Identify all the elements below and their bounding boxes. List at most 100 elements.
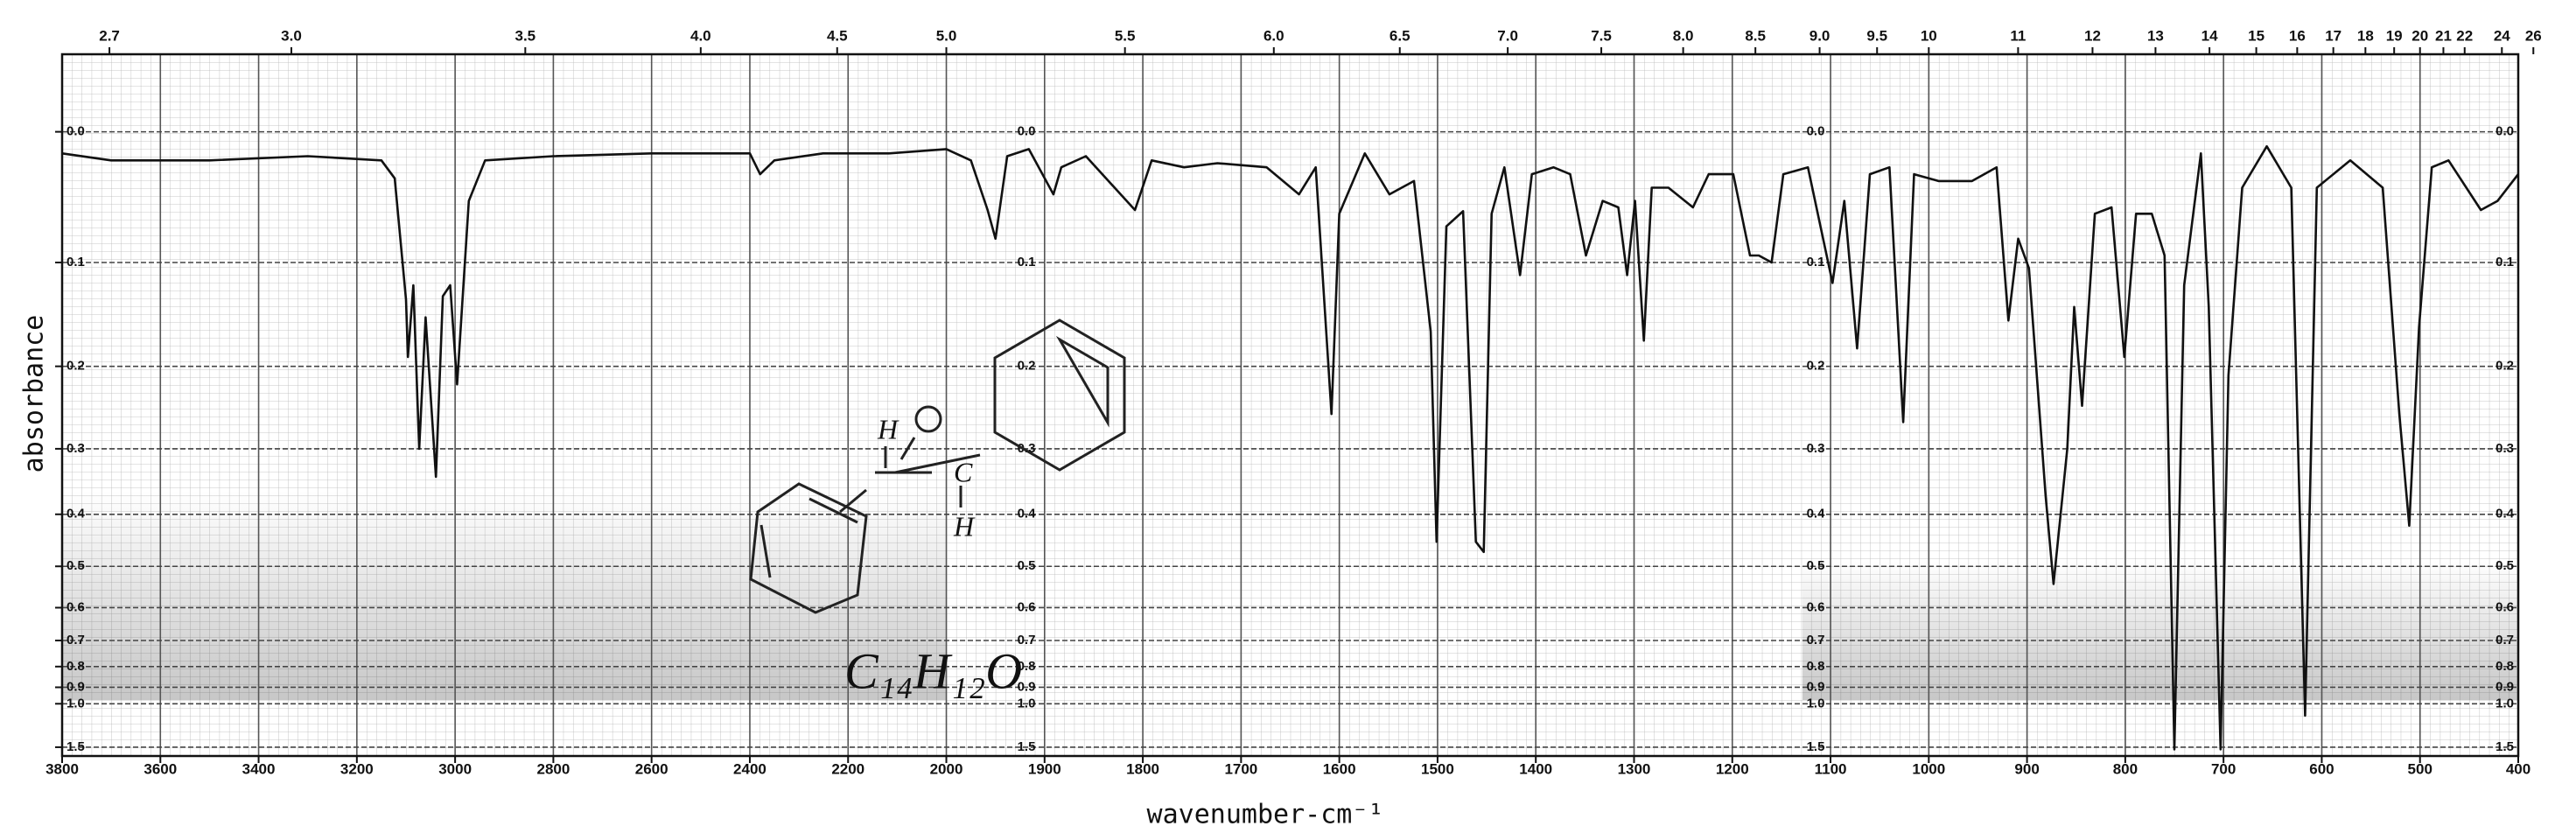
x-tick-label: 2000	[930, 760, 963, 777]
y-tick-label: 0.7	[2496, 633, 2514, 648]
y-tick-label: 0.8	[1807, 659, 1825, 674]
x-tick-label: 3200	[340, 760, 374, 777]
y-tick-label: 0.9	[1018, 679, 1036, 694]
y-tick-label: 0.4	[2496, 507, 2515, 522]
y-tick-label: 0.0	[1807, 124, 1825, 139]
y-tick-label: 0.9	[2496, 679, 2514, 694]
y-tick-label: 0.9	[1807, 679, 1825, 694]
y-tick-label: 0.0	[66, 124, 85, 139]
top-x-tick-label: 7.5	[1591, 27, 1612, 44]
y-tick-label: 0.0	[1018, 124, 1036, 139]
x-tick-label: 1700	[1224, 760, 1257, 777]
x-tick-label: 1900	[1028, 760, 1061, 777]
y-tick-label: 0.3	[1807, 441, 1825, 456]
y-tick-label: 0.5	[1018, 558, 1036, 573]
y-tick-label: 0.5	[66, 558, 85, 573]
x-tick-label: 2600	[635, 760, 668, 777]
x-tick-label: 2200	[831, 760, 864, 777]
top-x-tick-label: 18	[2357, 27, 2374, 44]
top-x-tick-label: 8.5	[1745, 27, 1766, 44]
y-tick-label: 0.7	[1807, 633, 1825, 648]
y-tick-label: 0.3	[2496, 441, 2514, 456]
y-tick-label: 0.6	[2496, 599, 2514, 614]
x-tick-label: 1300	[1618, 760, 1651, 777]
x-tick-label: 1100	[1815, 760, 1847, 777]
y-tick-label: 1.5	[1018, 739, 1036, 754]
structure-label: C	[954, 456, 973, 487]
y-tick-label: 0.9	[66, 679, 85, 694]
y-tick-label: 0.6	[1807, 599, 1825, 614]
top-x-tick-label: 16	[2289, 27, 2306, 44]
top-x-tick-label: 20	[2412, 27, 2428, 44]
top-x-tick-label: 9.5	[1866, 27, 1887, 44]
x-tick-label: 1500	[1421, 760, 1454, 777]
top-x-tick-label: 10	[1921, 27, 1937, 44]
top-x-tick-label: 14	[2202, 27, 2218, 44]
top-x-tick-label: 4.0	[690, 27, 711, 44]
top-x-tick-label: 8.0	[1673, 27, 1694, 44]
top-x-tick-label: 13	[2147, 27, 2164, 44]
y-tick-label: 0.8	[66, 659, 85, 674]
x-tick-label: 700	[2211, 760, 2236, 777]
y-tick-label: 0.4	[1018, 507, 1037, 522]
structure-label: H	[877, 413, 900, 444]
top-x-tick-label: 5.0	[936, 27, 957, 44]
x-tick-label: 2400	[733, 760, 766, 777]
x-tick-label: 1400	[1519, 760, 1552, 777]
x-axis-title: wavenumber-cm⁻¹	[1147, 800, 1384, 830]
y-tick-label: 0.8	[2496, 659, 2514, 674]
y-tick-label: 1.0	[1807, 696, 1825, 710]
plot-frame	[60, 52, 2520, 758]
y-axis-title: absorbance	[19, 315, 50, 473]
x-tick-label: 1000	[1912, 760, 1945, 777]
x-tick-label: 3000	[438, 760, 472, 777]
y-tick-label: 0.1	[1018, 255, 1036, 270]
x-tick-label: 1800	[1126, 760, 1159, 777]
top-x-tick-label: 12	[2084, 27, 2101, 44]
top-x-tick-label: 22	[2456, 27, 2473, 44]
y-tick-label: 0.1	[1807, 255, 1825, 270]
y-tick-label: 0.2	[1807, 359, 1825, 374]
y-tick-label: 0.1	[66, 255, 85, 270]
y-tick-label: 1.0	[1018, 696, 1036, 710]
y-tick-label: 0.2	[1018, 359, 1036, 374]
y-tick-label: 0.2	[66, 359, 85, 374]
y-tick-label: 1.5	[1807, 739, 1825, 754]
y-tick-label: 0.4	[66, 507, 86, 522]
y-tick-label: 0.8	[1018, 659, 1036, 674]
top-x-tick-label: 24	[2494, 27, 2510, 44]
top-x-tick-label: 9.0	[1810, 27, 1830, 44]
x-tick-label: 2800	[536, 760, 570, 777]
y-tick-label: 0.5	[2496, 558, 2514, 573]
top-x-tick-label: 7.0	[1497, 27, 1518, 44]
scan-shade	[1802, 560, 2518, 700]
y-tick-label: 0.0	[2496, 124, 2514, 139]
top-x-tick-label: 26	[2525, 27, 2542, 44]
top-x-tick-label: 3.5	[514, 27, 536, 44]
scan-shade	[62, 490, 946, 700]
y-tick-label: 0.3	[66, 441, 85, 456]
top-x-tick-label: 17	[2325, 27, 2342, 44]
structure-label: H	[953, 510, 976, 542]
structure-drawing	[749, 318, 1126, 614]
y-tick-label: 0.2	[2496, 359, 2514, 374]
x-tick-label: 800	[2113, 760, 2138, 777]
spectrum-line	[61, 144, 2520, 751]
top-x-tick-label: 3.0	[281, 27, 302, 44]
y-tick-label: 1.0	[2496, 696, 2514, 710]
x-tick-label: 3400	[242, 760, 276, 777]
y-tick-label: 0.4	[1807, 507, 1826, 522]
x-tick-label: 3800	[46, 760, 79, 777]
y-tick-label: 0.7	[66, 633, 85, 648]
top-x-tick-label: 15	[2248, 27, 2264, 44]
y-tick-label: 0.5	[1807, 558, 1825, 573]
x-tick-label: 600	[2309, 760, 2334, 777]
top-x-tick-label: 6.5	[1390, 27, 1410, 44]
y-tick-label: 1.5	[2496, 739, 2514, 754]
top-x-tick-label: 19	[2386, 27, 2403, 44]
x-tick-label: 3600	[144, 760, 177, 777]
plot	[61, 144, 2520, 751]
y-tick-label: 1.0	[66, 696, 85, 710]
y-tick-label: 0.6	[66, 599, 85, 614]
